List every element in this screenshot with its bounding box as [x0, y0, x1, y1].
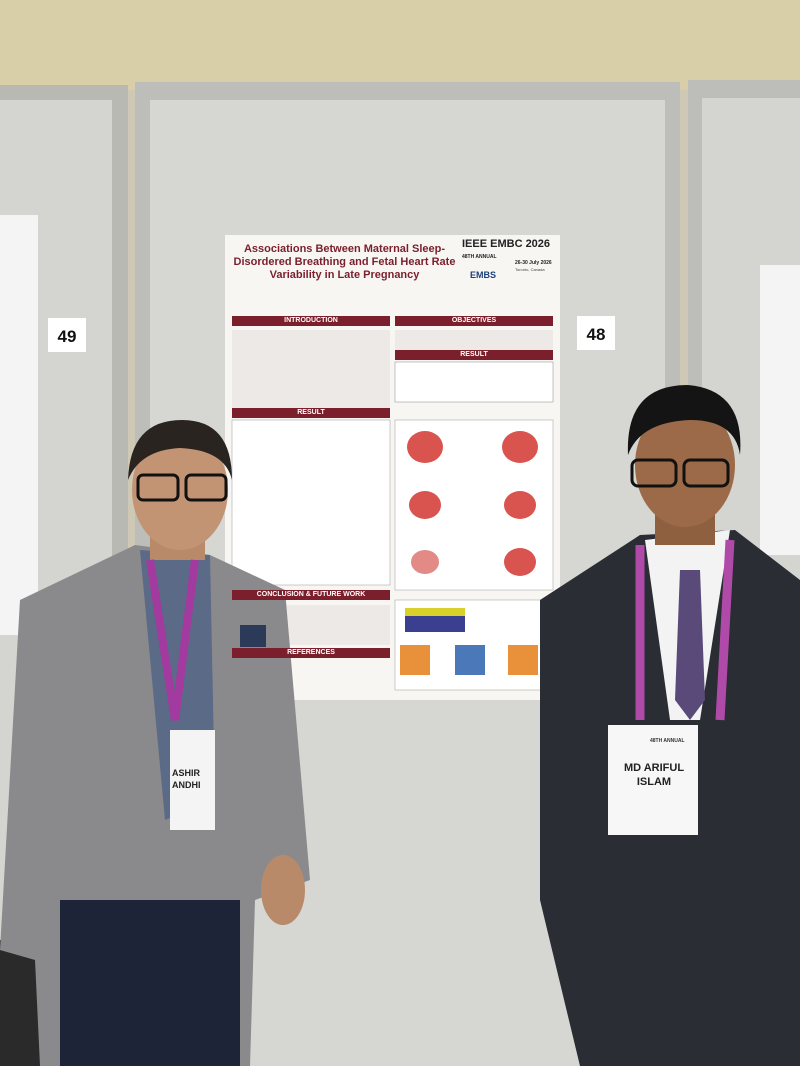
- left-person-hair: [128, 420, 232, 480]
- poster-section-header: OBJECTIVES: [395, 316, 553, 326]
- poster-bars: [400, 645, 430, 675]
- right-person-hair: [627, 385, 741, 455]
- badge-name: ISLAM: [636, 776, 672, 788]
- poster-society: EMBS: [470, 270, 497, 280]
- badge-edition: 48TH ANNUAL: [650, 738, 685, 744]
- board-number: 48: [586, 325, 606, 344]
- upper-wall: [0, 0, 800, 90]
- poster-text-block: [232, 330, 390, 410]
- left-person-face: [132, 430, 228, 550]
- poster-bars: [455, 645, 485, 675]
- poster-plot: [502, 431, 538, 463]
- board-number-tag: [577, 316, 615, 350]
- badge-name: ANDHI: [172, 780, 201, 790]
- poster-plot: [411, 550, 439, 574]
- poster-dates: 26-30 July 2026: [515, 260, 552, 266]
- left-person-glasses: [136, 473, 180, 502]
- poster-right-edge: [760, 265, 800, 555]
- poster-section-header: REFERENCES: [232, 648, 390, 658]
- badge-name: ASHIR: [172, 768, 201, 778]
- poster-bars: [508, 645, 538, 675]
- poster-text-block: [395, 330, 553, 352]
- poster-location: Toronto, Canada: [515, 267, 545, 272]
- poster-edition: 48TH ANNUAL: [462, 254, 497, 260]
- poster-heatmap: [405, 608, 465, 616]
- poster-figure: [231, 419, 391, 586]
- right-person-glasses: [682, 458, 730, 488]
- left-person-hand: [261, 855, 305, 925]
- poster-section-header: CONCLUSION & FUTURE WORK: [232, 590, 390, 600]
- poster-title: Associations Between Maternal Sleep-Diso…: [233, 243, 456, 281]
- right-badge: [608, 725, 698, 835]
- poster-conference: IEEE EMBC 2026: [462, 238, 551, 250]
- left-badge: [170, 730, 215, 830]
- board-number-tag: [48, 318, 86, 352]
- poster-section-header: RESULT: [395, 350, 553, 360]
- poster-plot: [407, 431, 443, 463]
- left-person-trousers: [60, 900, 240, 1066]
- poster-left-edge: [0, 215, 38, 635]
- poster-plot: [504, 548, 536, 576]
- poster-table: [394, 361, 554, 403]
- left-lanyard: [146, 559, 199, 721]
- board-number: 49: [57, 327, 77, 346]
- pocket-square: [240, 625, 266, 647]
- poster-section-header: INTRODUCTION: [232, 316, 390, 326]
- poster-plot: [409, 491, 441, 519]
- badge-name: MD ARIFUL: [623, 762, 685, 774]
- left-person-glasses: [184, 473, 228, 502]
- poster-plot: [504, 491, 536, 519]
- right-person-glasses: [630, 458, 678, 488]
- right-person-tie: [675, 570, 705, 720]
- poster-section-header: RESULT: [232, 408, 390, 418]
- right-lanyard: [635, 539, 735, 721]
